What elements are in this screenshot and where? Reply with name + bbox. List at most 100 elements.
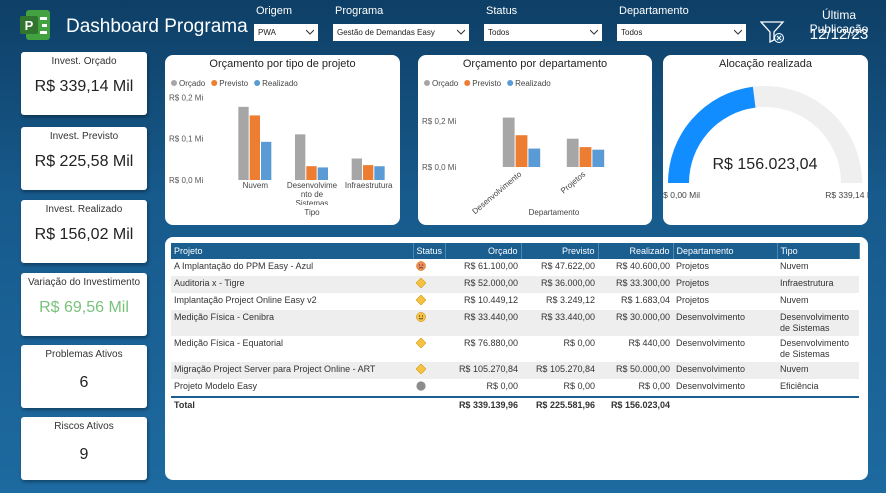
y-tick-label: R$ 0,2 Mi [169, 93, 203, 102]
status-icon [416, 261, 426, 273]
table-cell: R$ 0,00 [486, 381, 518, 391]
bar [566, 138, 579, 167]
column-header: Previsto [521, 243, 599, 259]
x-tick-label-box: Infraestrutura [345, 181, 393, 190]
table-cell: Desenvolvimento [673, 362, 777, 379]
table-cell: A Implantação do PPM Easy - Azul [174, 261, 314, 271]
dashboard-title: Dashboard Programa [66, 16, 248, 37]
table-row: Migração Project Server para Project Onl… [171, 362, 859, 379]
chart-panel: Orçamento por tipo de projeto Orçado Previ… [165, 55, 400, 225]
kpi-card: Invest. Previsto R$ 225,58 Mil [21, 127, 147, 190]
table-cell: Nuvem [780, 261, 809, 271]
filter-dropdown[interactable]: Gestão de Demandas Easy [333, 24, 469, 41]
chart-title: Orçamento por departamento [463, 58, 607, 70]
kpi-value: 9 [79, 446, 89, 463]
table-cell: Medição Física - Equatorial [174, 338, 284, 348]
chart-panel: Alocação realizada R$ 156.023,04 R$ 0,00 M… [657, 55, 878, 225]
table-cell: R$ 76.880,00 [463, 338, 518, 348]
table-cell: Nuvem [780, 295, 809, 305]
status-cell [413, 310, 445, 336]
gauge-max-label: R$ 339,14 Mil [825, 190, 868, 200]
y-tick-label: R$ 0,2 Mi [422, 117, 456, 126]
bar [515, 135, 528, 167]
filter-dropdown[interactable]: Todos [617, 24, 746, 41]
kpi-value: R$ 69,56 Mil [39, 299, 129, 316]
chart-title: Alocação realizada [719, 58, 813, 70]
column-header: Tipo [777, 243, 860, 259]
legend-swatch [464, 80, 471, 86]
project-table: Projeto Status Orçado Previsto Realizado Depa… [171, 243, 860, 413]
table-row: Auditoria x - Tigre R$ 52.000,00 R$ 36.000… [171, 276, 859, 293]
kpi-label: Invest. Previsto [49, 131, 119, 142]
bar [238, 106, 249, 180]
table-cell: Desenvolvimento de Sistemas [780, 338, 850, 359]
kpi-value: 6 [79, 374, 89, 391]
legend-label: Orçado [179, 79, 206, 88]
x-tick-label: Projetos [559, 170, 587, 196]
filter-value: Todos [488, 28, 510, 37]
table-cell [673, 396, 777, 413]
chart-panel: Orçamento por departamento Orçado Previsto… [418, 55, 652, 225]
column-header: Realizado [598, 243, 674, 259]
clear-filters-button[interactable] [760, 20, 786, 44]
filter-label: Departamento [619, 5, 689, 17]
legend-label: Realizado [262, 79, 298, 88]
table-cell: R$ 40.600,00 [615, 261, 670, 271]
bar [317, 167, 328, 180]
table-cell [777, 396, 859, 413]
status-cell [413, 336, 445, 362]
table-cell [413, 396, 445, 413]
app-logo: P [20, 10, 50, 40]
column-header: Status [413, 243, 446, 259]
bar [374, 166, 385, 180]
kpi-label: Invest. Realizado [45, 204, 123, 215]
chart: Orçamento por departamento Orçado Previsto… [422, 58, 607, 217]
table-row: Medição Física - Cenibra R$ 33.440,00 R$ 3… [171, 310, 859, 336]
filter-label: Status [486, 5, 518, 17]
legend-label: Orçado [432, 79, 459, 88]
table-cell: Medição Física - Cenibra [171, 310, 413, 336]
filter-dropdown[interactable]: Todos [484, 24, 602, 41]
kpi-label: Problemas Ativos [45, 349, 123, 360]
table-cell: Auditoria x - Tigre [171, 276, 413, 293]
x-axis-label: Departamento [529, 208, 580, 217]
bar [528, 148, 541, 167]
kpi-card: Problemas Ativos 6 [21, 345, 147, 408]
status-cell [413, 379, 445, 397]
table-cell: R$ 30.000,00 [598, 310, 673, 336]
bar [261, 141, 272, 180]
kpi-label: Riscos Ativos [54, 421, 114, 432]
table-cell: R$ 33.300,00 [598, 276, 673, 293]
table-cell: R$ 440,00 [628, 338, 670, 348]
table-cell: Desenvolvimento [673, 310, 777, 336]
bar [351, 158, 362, 180]
kpi-label: Variação do Investimento [27, 277, 141, 288]
column-header: Orçado [445, 243, 522, 259]
legend-swatch [171, 80, 177, 86]
gauge-fill [668, 86, 756, 183]
publication-date: 12/12/23 [809, 26, 869, 43]
table-cell: Projeto Modelo Easy [174, 381, 258, 391]
table-cell: Projetos [673, 276, 777, 293]
table-cell: Infraestrutura [777, 276, 859, 293]
table-cell: R$ 36.000,00 [521, 276, 598, 293]
table-cell: Projetos [676, 295, 710, 305]
filter-dropdown[interactable]: PWA [254, 24, 318, 41]
status-icon [415, 277, 427, 290]
table-cell: R$ 0,00 [563, 338, 595, 348]
column-header: Projeto [171, 243, 414, 259]
y-tick-label: R$ 0,1 Mi [169, 135, 203, 144]
kpi-value: R$ 225,58 Mil [34, 153, 134, 170]
bar [249, 115, 260, 180]
bar [502, 117, 515, 167]
total-cell: R$ 156.023,04 [598, 396, 673, 413]
total-cell: R$ 339.139,96 [445, 396, 521, 413]
legend-swatch [254, 80, 261, 86]
gauge-value: R$ 156.023,04 [713, 156, 818, 173]
legend-swatch [211, 80, 218, 86]
status-cell [413, 362, 445, 379]
table-cell: R$ 50.000,00 [598, 362, 673, 379]
y-tick-label: R$ 0,0 Mi [169, 176, 203, 185]
